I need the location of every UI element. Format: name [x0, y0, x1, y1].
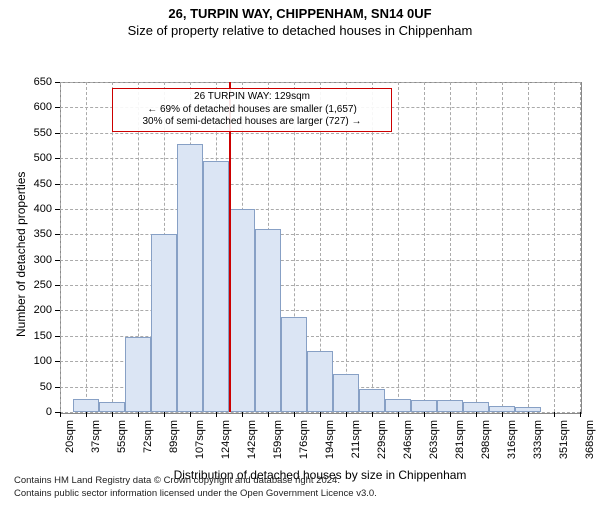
histogram-bar	[463, 402, 489, 412]
gridline-v	[528, 82, 529, 412]
gridline-v	[450, 82, 451, 412]
histogram-bar	[489, 406, 515, 412]
ytick-label: 50	[28, 381, 52, 393]
xtick-mark	[372, 412, 373, 417]
gridline-v	[346, 82, 347, 412]
ytick-label: 150	[28, 330, 52, 342]
histogram-bar	[177, 144, 203, 412]
histogram-bar	[333, 374, 359, 412]
gridline-v	[580, 82, 581, 412]
xtick-mark	[294, 412, 295, 417]
xtick-label: 37sqm	[90, 420, 102, 464]
annotation-line-3: 30% of semi-detached houses are larger (…	[117, 116, 387, 129]
xtick-label: 124sqm	[220, 420, 232, 464]
gridline-v	[476, 82, 477, 412]
xtick-label: 368sqm	[584, 420, 596, 464]
histogram-bar	[411, 400, 437, 412]
xtick-label: 159sqm	[272, 420, 284, 464]
gridline-v	[372, 82, 373, 412]
histogram-bar	[255, 229, 281, 412]
ytick-label: 200	[28, 304, 52, 316]
xtick-mark	[502, 412, 503, 417]
gridline-v	[112, 82, 113, 412]
xtick-label: 55sqm	[116, 420, 128, 464]
annotation-line-2: ← 69% of detached houses are smaller (1,…	[117, 104, 387, 117]
histogram-bar	[359, 389, 385, 412]
xtick-mark	[424, 412, 425, 417]
xtick-label: 142sqm	[246, 420, 258, 464]
ytick-label: 100	[28, 355, 52, 367]
property-marker-line	[229, 82, 231, 412]
xtick-mark	[112, 412, 113, 417]
gridline-v	[502, 82, 503, 412]
ytick-label: 500	[28, 152, 52, 164]
gridline-v	[86, 82, 87, 412]
xtick-mark	[398, 412, 399, 417]
histogram-chart: Number of detached properties Distributi…	[0, 38, 600, 438]
ytick-label: 250	[28, 279, 52, 291]
xtick-mark	[554, 412, 555, 417]
annotation-box: 26 TURPIN WAY: 129sqm← 69% of detached h…	[112, 88, 392, 132]
xtick-label: 333sqm	[532, 420, 544, 464]
xtick-label: 246sqm	[402, 420, 414, 464]
xtick-mark	[86, 412, 87, 417]
histogram-bar	[203, 161, 229, 412]
xtick-mark	[528, 412, 529, 417]
xtick-mark	[320, 412, 321, 417]
histogram-bar	[99, 402, 125, 412]
page-subtitle: Size of property relative to detached ho…	[0, 23, 600, 38]
xtick-mark	[580, 412, 581, 417]
histogram-bar	[437, 400, 463, 412]
gridline-v	[60, 82, 61, 412]
footer-attribution: Contains HM Land Registry data © Crown c…	[14, 475, 377, 500]
xtick-mark	[450, 412, 451, 417]
ytick-label: 650	[28, 76, 52, 88]
xtick-mark	[268, 412, 269, 417]
histogram-bar	[125, 337, 151, 412]
xtick-mark	[138, 412, 139, 417]
y-axis-label: Number of detached properties	[14, 172, 28, 337]
histogram-bar	[73, 399, 99, 412]
xtick-mark	[476, 412, 477, 417]
xtick-mark	[346, 412, 347, 417]
gridline-v	[424, 82, 425, 412]
ytick-label: 600	[28, 101, 52, 113]
xtick-label: 176sqm	[298, 420, 310, 464]
footer-line-1: Contains HM Land Registry data © Crown c…	[14, 475, 377, 487]
xtick-mark	[242, 412, 243, 417]
histogram-bar	[229, 209, 255, 412]
annotation-line-1: 26 TURPIN WAY: 129sqm	[117, 91, 387, 104]
ytick-label: 300	[28, 254, 52, 266]
ytick-label: 400	[28, 203, 52, 215]
xtick-label: 211sqm	[350, 420, 362, 464]
xtick-mark	[216, 412, 217, 417]
ytick-label: 550	[28, 127, 52, 139]
xtick-label: 89sqm	[168, 420, 180, 464]
xtick-mark	[164, 412, 165, 417]
histogram-bar	[151, 234, 177, 412]
gridline-v	[554, 82, 555, 412]
xtick-label: 263sqm	[428, 420, 440, 464]
histogram-bar	[307, 351, 333, 412]
ytick-label: 0	[28, 406, 52, 418]
gridline-v	[398, 82, 399, 412]
xtick-label: 229sqm	[376, 420, 388, 464]
xtick-label: 107sqm	[194, 420, 206, 464]
footer-line-2: Contains public sector information licen…	[14, 488, 377, 500]
xtick-label: 20sqm	[64, 420, 76, 464]
histogram-bar	[515, 407, 541, 412]
xtick-label: 316sqm	[506, 420, 518, 464]
xtick-label: 351sqm	[558, 420, 570, 464]
ytick-label: 350	[28, 228, 52, 240]
xtick-label: 194sqm	[324, 420, 336, 464]
histogram-bar	[385, 399, 411, 412]
xtick-mark	[60, 412, 61, 417]
ytick-label: 450	[28, 178, 52, 190]
xtick-mark	[190, 412, 191, 417]
page-title: 26, TURPIN WAY, CHIPPENHAM, SN14 0UF	[0, 6, 600, 21]
xtick-label: 298sqm	[480, 420, 492, 464]
histogram-bar	[281, 317, 307, 412]
xtick-label: 72sqm	[142, 420, 154, 464]
xtick-label: 281sqm	[454, 420, 466, 464]
